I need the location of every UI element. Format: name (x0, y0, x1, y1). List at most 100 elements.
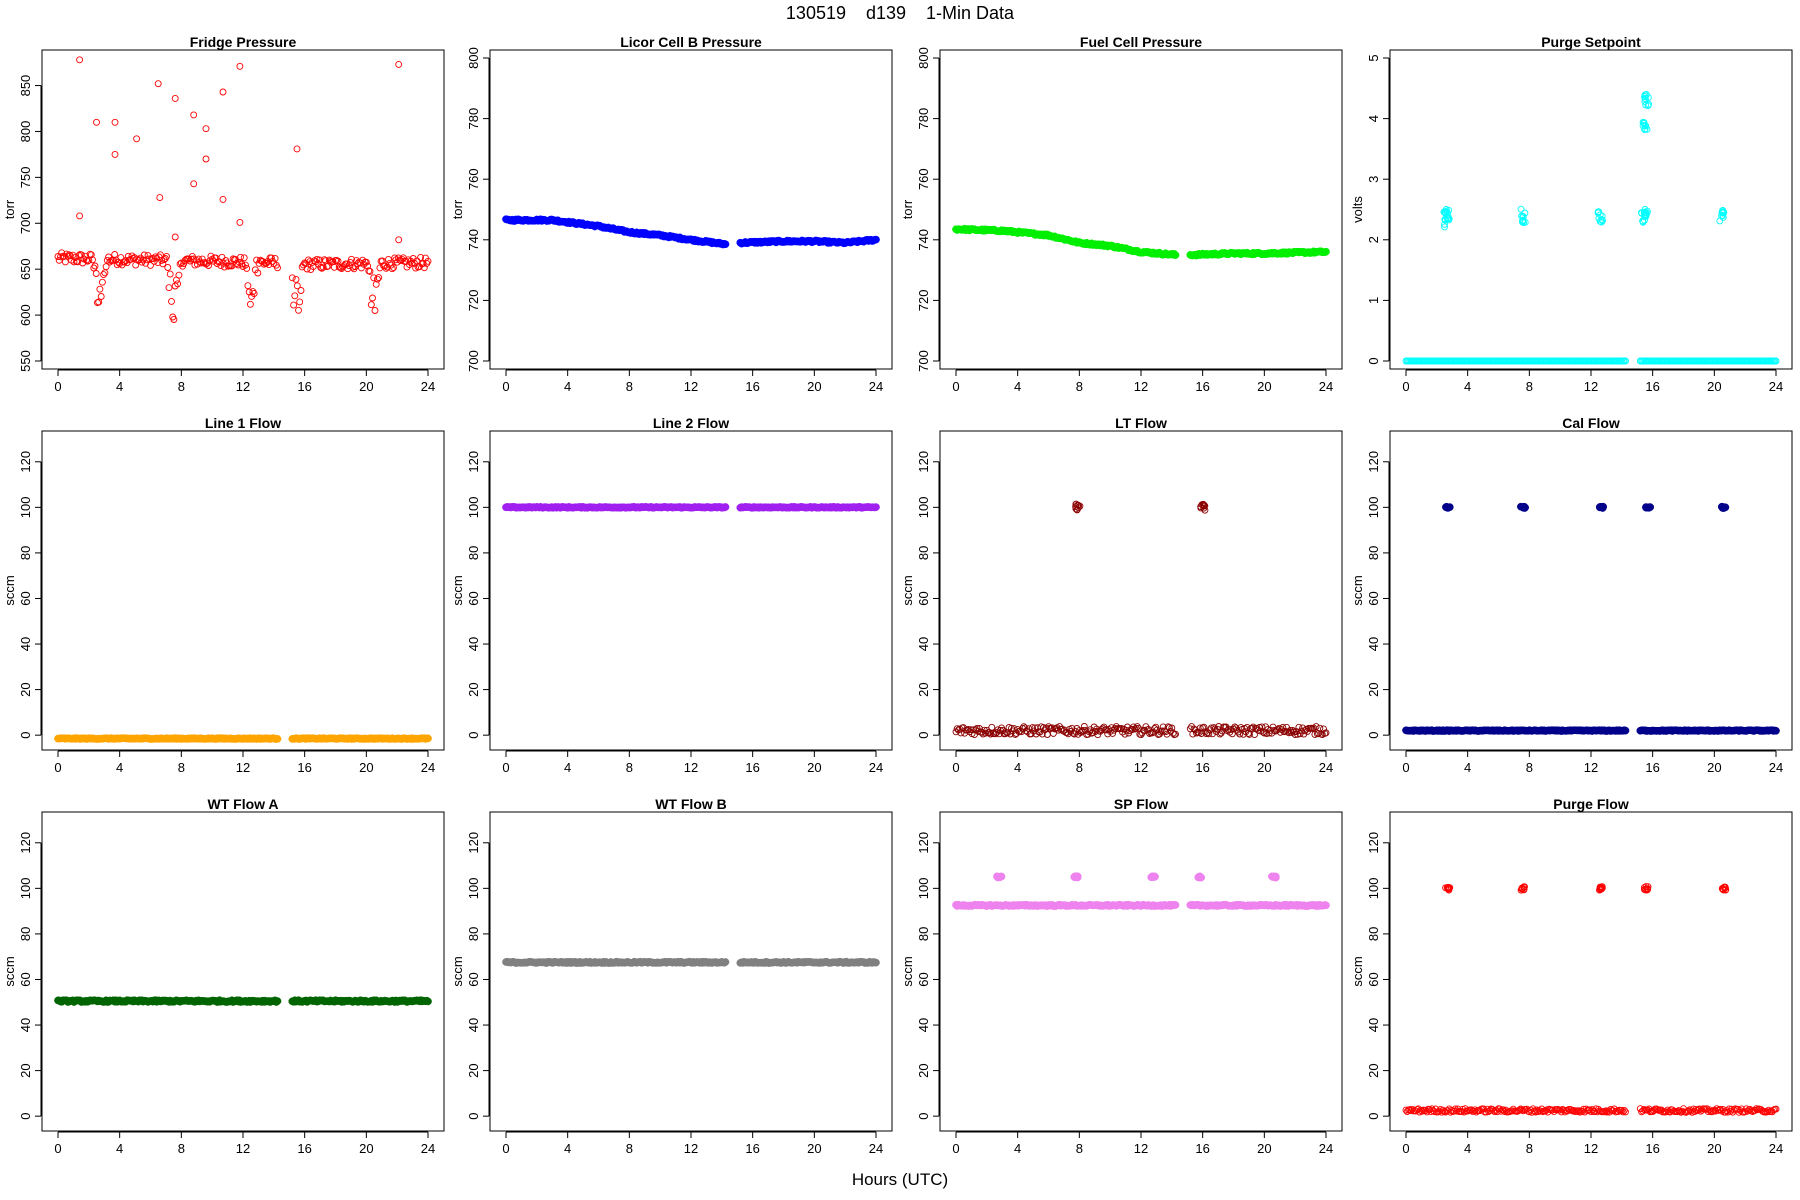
data-point (1519, 217, 1526, 225)
data-point (171, 94, 179, 102)
y-tick-label: 80 (18, 927, 33, 941)
x-tick-label: 16 (745, 379, 759, 394)
data-point (1441, 216, 1449, 224)
chart-title: Fridge Pressure (190, 34, 297, 50)
y-tick-label: 20 (18, 682, 33, 696)
data-point (1103, 726, 1110, 734)
x-tick-label: 8 (1076, 1141, 1083, 1156)
data-point (163, 252, 170, 260)
data-point (1417, 1106, 1425, 1114)
data-point (166, 270, 174, 278)
y-tick-label: 100 (18, 496, 33, 518)
y-tick-label: 80 (466, 927, 481, 941)
plot-frame (1389, 811, 1793, 1132)
data-point (403, 263, 411, 271)
data-point (1570, 1106, 1578, 1114)
x-tick-label: 16 (1195, 1141, 1209, 1156)
y-tick-label: 40 (916, 1018, 931, 1032)
y-axis: 0 20 40 60 80 100 120 (916, 832, 940, 1120)
data-point (236, 218, 244, 226)
y-tick-label: 120 (466, 451, 481, 473)
data-point (1073, 506, 1081, 514)
x-tick-label: 16 (1645, 760, 1659, 775)
data-point (1622, 357, 1629, 365)
data-point (372, 280, 380, 288)
x-tick-label: 0 (502, 379, 509, 394)
data-point (1322, 247, 1330, 256)
y-tick-label: 120 (1366, 451, 1381, 473)
x-tick-label: 4 (564, 760, 571, 775)
data-point (1639, 122, 1647, 130)
y-tick-label: 120 (18, 451, 33, 473)
x-axis: 0 4 8 12 16 20 24 (952, 1131, 1333, 1156)
data-point (90, 264, 98, 272)
data-point (966, 728, 974, 736)
y-tick-label: 850 (18, 75, 33, 97)
data-point (1532, 1108, 1539, 1116)
data-point (1210, 724, 1218, 732)
chart-title: WT Flow A (207, 796, 278, 812)
y-axis-label: sccm (900, 956, 915, 986)
x-tick-label: 20 (807, 760, 821, 775)
data-point (1288, 728, 1295, 736)
x-axis: 0 4 8 12 16 20 24 (54, 1131, 435, 1156)
chart-title: Purge Flow (1553, 796, 1629, 812)
y-tick-label: 60 (18, 972, 33, 986)
x-tick-label: 20 (359, 1141, 373, 1156)
data-point (1718, 503, 1727, 512)
x-tick-label: 4 (1464, 379, 1471, 394)
data-point (333, 256, 341, 264)
y-tick-label: 100 (18, 877, 33, 899)
data-point (102, 263, 110, 271)
plot-frame (489, 430, 893, 751)
chart-panel-1: Fridge Pressure torr 0 4 8 12 16 20 24 550 600 650 7… (2, 34, 445, 394)
data-point (1519, 216, 1527, 224)
y-tick-label: 3 (1366, 176, 1381, 183)
data-points (502, 957, 880, 967)
x-tick-label: 16 (1645, 379, 1659, 394)
y-tick-label: 40 (1366, 637, 1381, 651)
data-point (93, 118, 100, 126)
y-tick-label: 0 (466, 732, 481, 739)
x-tick-label: 24 (1319, 1141, 1333, 1156)
x-tick-label: 20 (1257, 1141, 1271, 1156)
data-point (94, 299, 101, 307)
y-tick-label: 760 (466, 168, 481, 190)
x-tick-label: 24 (869, 379, 883, 394)
plot-frame (939, 430, 1343, 751)
x-tick-label: 8 (178, 1141, 185, 1156)
data-point (348, 255, 355, 263)
y-tick-label: 2 (1366, 236, 1381, 243)
data-point (1763, 1108, 1771, 1116)
data-point (1258, 723, 1266, 731)
data-point (370, 274, 378, 282)
data-point (387, 261, 395, 269)
data-point (1260, 729, 1268, 737)
x-tick-label: 8 (626, 760, 633, 775)
x-tick-label: 16 (1195, 760, 1209, 775)
data-point (1171, 901, 1180, 909)
y-axis: 0 1 2 3 4 5 (1366, 54, 1390, 365)
data-points (952, 224, 1330, 260)
y-tick-label: 0 (18, 1113, 33, 1120)
data-point (293, 145, 301, 153)
chart-title: Fuel Cell Pressure (1080, 34, 1202, 50)
data-point (100, 271, 108, 279)
y-axis: 0 20 40 60 80 100 120 (18, 832, 42, 1120)
data-point (296, 298, 304, 306)
chart-title: SP Flow (1114, 796, 1168, 812)
data-point (74, 258, 82, 266)
data-point (147, 261, 154, 269)
x-tick-label: 12 (684, 379, 698, 394)
x-tick-label: 0 (1402, 379, 1409, 394)
data-point (171, 233, 179, 241)
data-point (367, 301, 375, 309)
chart-title: Cal Flow (1562, 415, 1620, 431)
x-tick-label: 8 (1526, 1141, 1533, 1156)
data-point (1132, 724, 1140, 732)
data-point (1322, 729, 1330, 737)
data-point (1754, 1106, 1761, 1114)
x-tick-label: 16 (297, 1141, 311, 1156)
data-point (1218, 727, 1226, 735)
